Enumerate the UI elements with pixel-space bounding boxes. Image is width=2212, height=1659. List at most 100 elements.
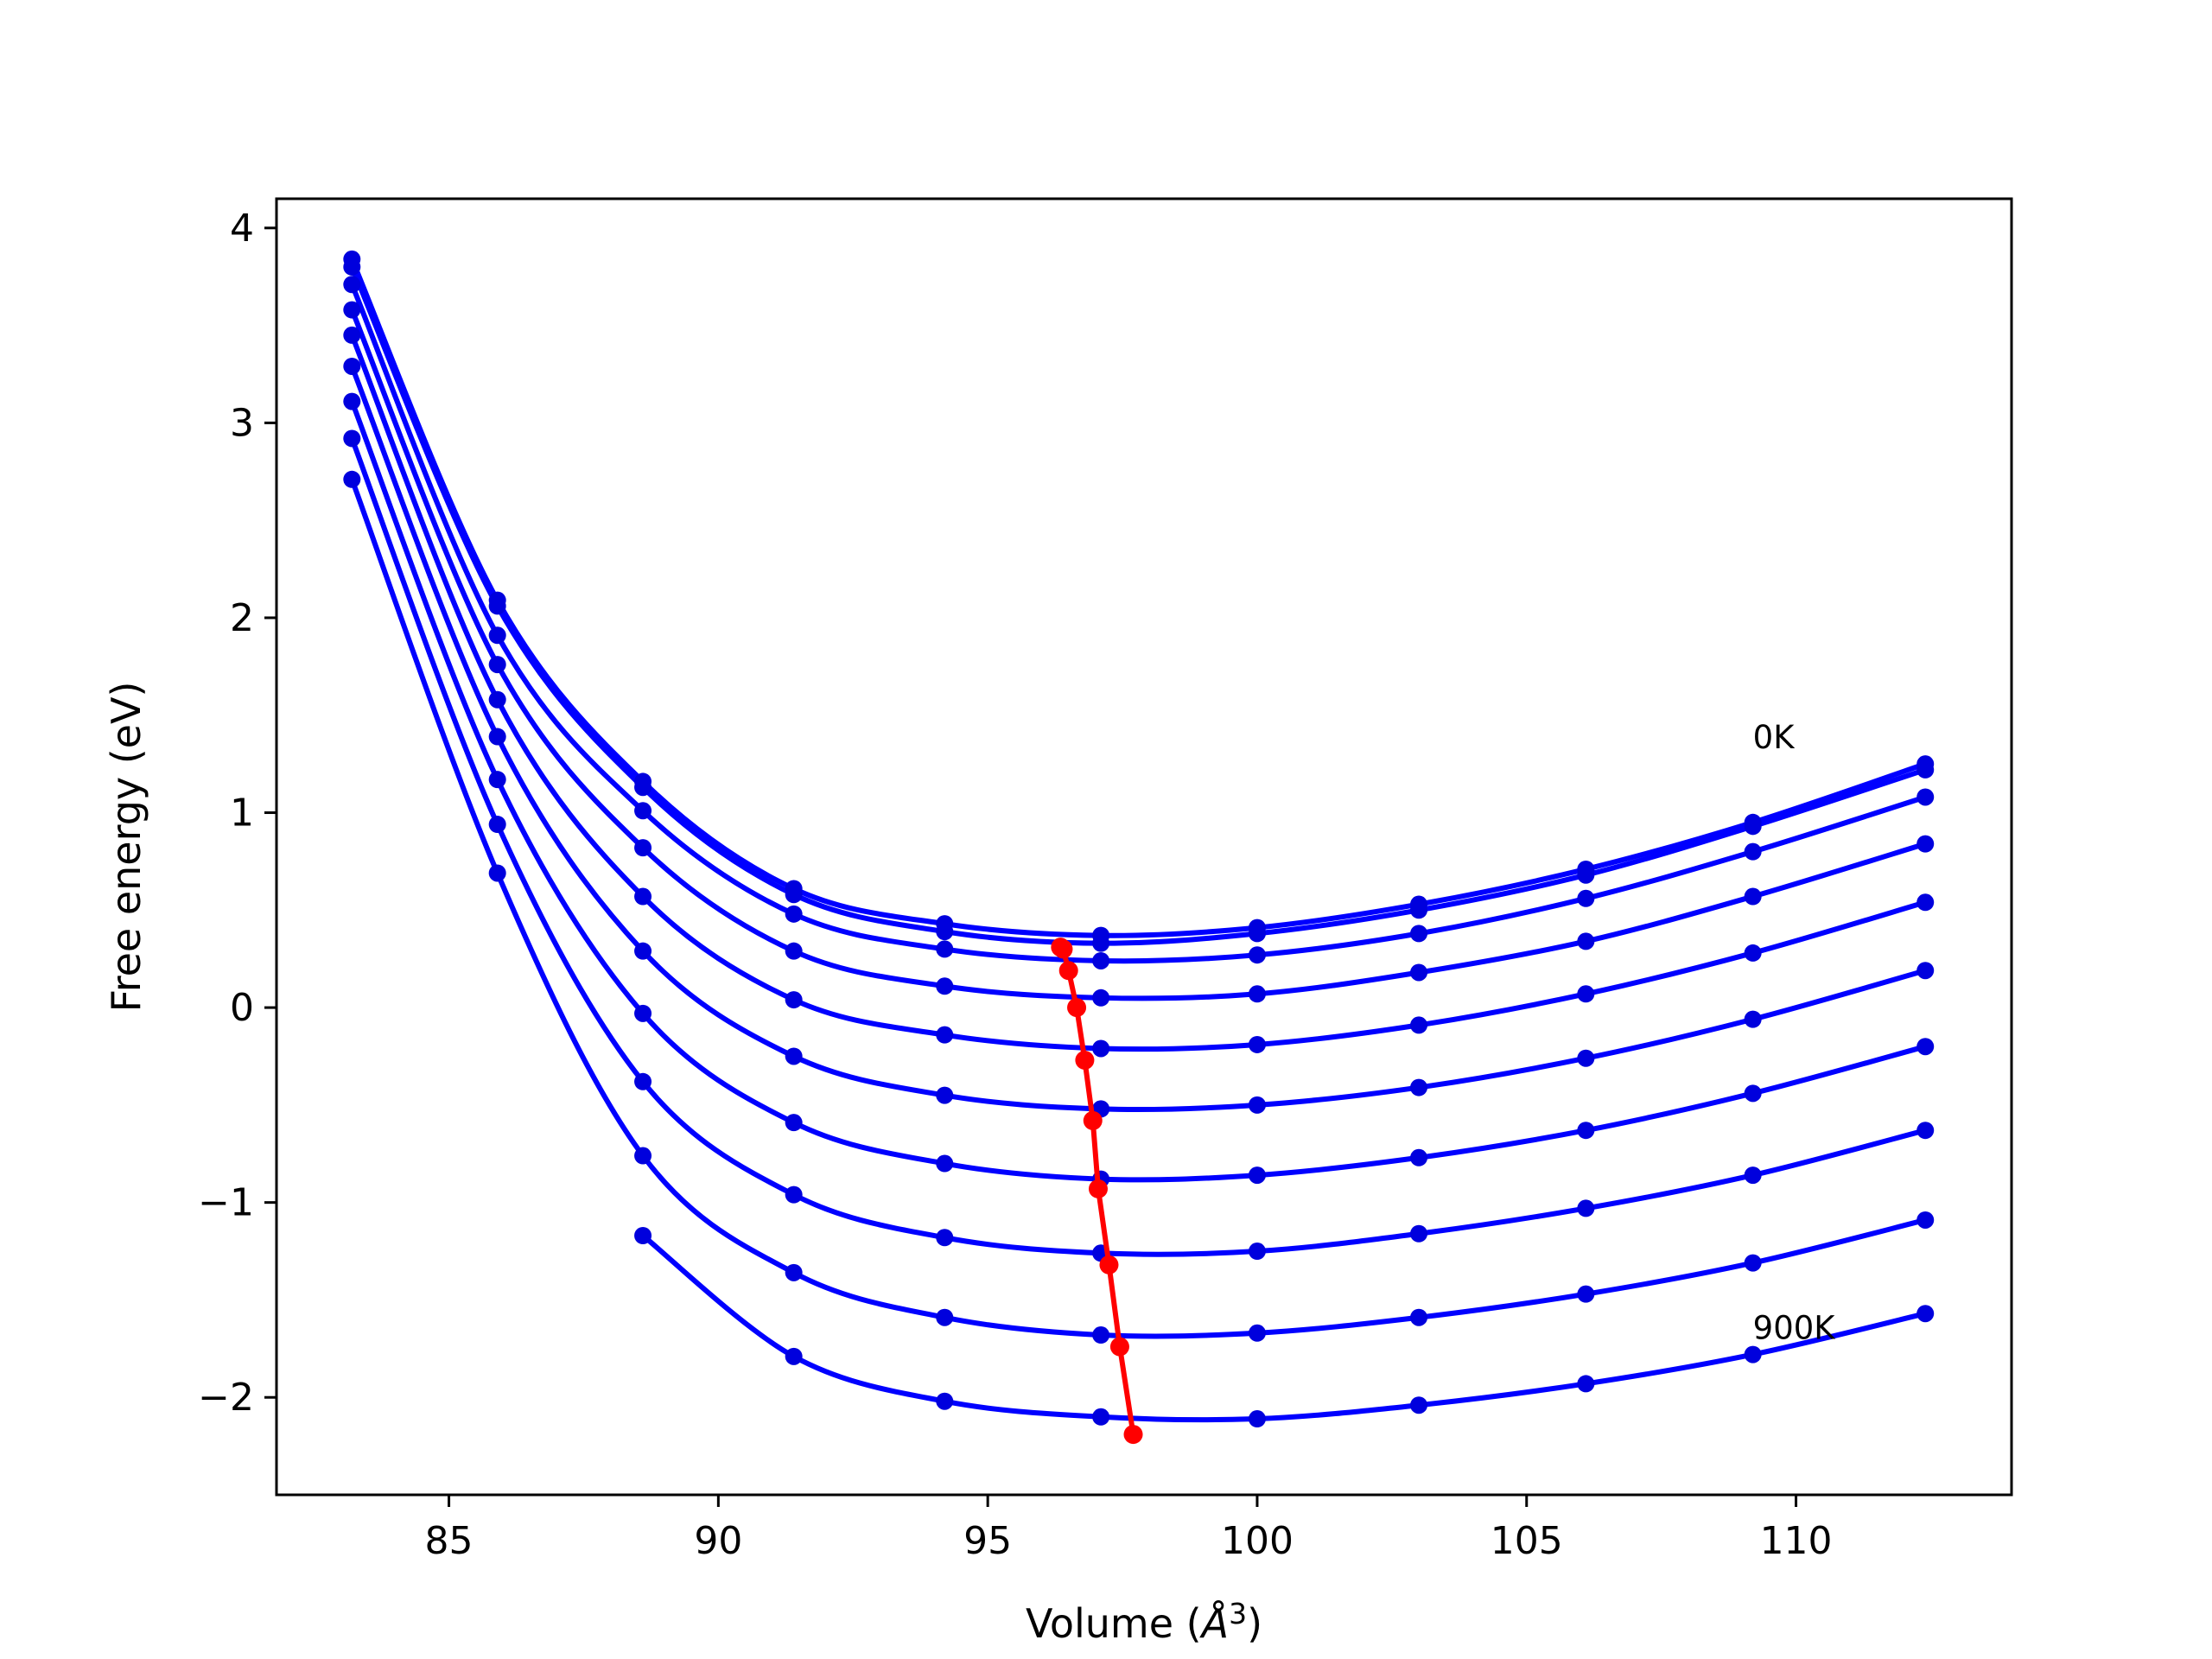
data-point [936,1392,954,1410]
data-point [343,357,361,375]
data-point [936,1026,954,1044]
data-point [1577,1122,1595,1140]
data-point [1744,887,1762,906]
data-point [488,597,506,615]
fit-curve-8 [349,478,1926,1339]
data-point [1744,944,1762,962]
y-axis-ticks: −2 −1 0 1 2 3 4 [198,207,276,1420]
x-tick-label: 95 [963,1519,1012,1563]
y-tick-label: −1 [198,1181,254,1225]
minimum-point [1083,1110,1103,1130]
data-point [1410,963,1428,982]
data-point [1744,1010,1762,1028]
data-point [634,802,652,820]
data-point [343,301,361,319]
data-point [936,977,954,995]
x-axis-label: Volume (Å3) [1026,1597,1262,1647]
y-tick-label: 3 [230,401,254,445]
data-point [488,690,506,709]
data-point [1410,1224,1428,1243]
data-point [1577,1199,1595,1217]
data-point [785,905,803,923]
data-point [343,276,361,294]
data-point [1916,1122,1935,1140]
data-point [1410,1148,1428,1166]
data-point [1744,1084,1762,1103]
data-point [1577,866,1595,884]
data-point [1577,1049,1595,1067]
temperature-annotations: 0K 900K [1753,719,1837,1346]
data-point [343,470,361,488]
data-point [1410,925,1428,943]
data-point [1916,1305,1935,1323]
data-point [1248,1324,1266,1342]
data-point [634,887,652,906]
data-points [343,250,1935,1428]
temperature-label: 0K [1753,719,1796,756]
data-point [936,1308,954,1326]
data-point [1248,985,1266,1003]
data-point [343,429,361,448]
data-point [488,626,506,645]
data-point [488,728,506,746]
data-point [1092,988,1110,1007]
data-point [488,864,506,882]
data-point [1092,1326,1110,1344]
data-point [1248,1410,1266,1428]
data-point [1744,1254,1762,1272]
data-point [634,942,652,960]
data-point [1577,932,1595,950]
data-point [343,257,361,276]
x-tick-label: 110 [1760,1519,1833,1563]
x-tick-label: 105 [1491,1519,1563,1563]
data-point [1410,1396,1428,1414]
minimum-point [1058,961,1078,981]
data-point [1916,788,1935,806]
fit-curve-6 [349,400,1927,1183]
data-point [488,771,506,789]
fit-curve-3 [349,308,1927,1001]
y-tick-label: 1 [230,791,254,836]
data-point [1092,1408,1110,1426]
minimum-point [1053,939,1073,959]
y-tick-label: 2 [230,596,254,640]
data-point [1577,985,1595,1003]
y-tick-label: 4 [230,207,254,251]
data-point [936,1154,954,1173]
temperature-label: 900K [1753,1310,1837,1347]
data-point [634,779,652,797]
data-point [1248,1035,1266,1053]
data-point [488,816,506,834]
data-point [1744,1166,1762,1185]
data-point [785,886,803,904]
minimum-point [1088,1179,1108,1198]
fit-curve-4 [349,334,1927,1052]
data-point [1744,817,1762,836]
minimum-point [1099,1255,1119,1274]
data-point [1410,1308,1428,1326]
fit-curve-0 [349,257,1927,938]
data-point [936,1086,954,1104]
data-point [1410,1016,1428,1034]
data-point [936,940,954,958]
data-point [1916,893,1935,912]
data-point [1248,925,1266,943]
minimum-point [1075,1050,1095,1070]
data-point [1916,1038,1935,1056]
data-point [634,1072,652,1090]
data-point [1916,962,1935,980]
minimum-point [1067,998,1087,1018]
data-point [1092,951,1110,969]
fit-curve-5 [349,365,1927,1113]
data-point [785,1114,803,1132]
data-point [634,839,652,857]
minimum-point [1123,1425,1143,1445]
equilibrium-volume-line [1051,938,1143,1445]
y-axis-label: Free energy (eV) [103,682,149,1013]
data-point [936,923,954,941]
data-point [1744,1345,1762,1363]
plot-frame [275,197,2013,1497]
data-point [936,1229,954,1247]
data-point [1248,1243,1266,1261]
